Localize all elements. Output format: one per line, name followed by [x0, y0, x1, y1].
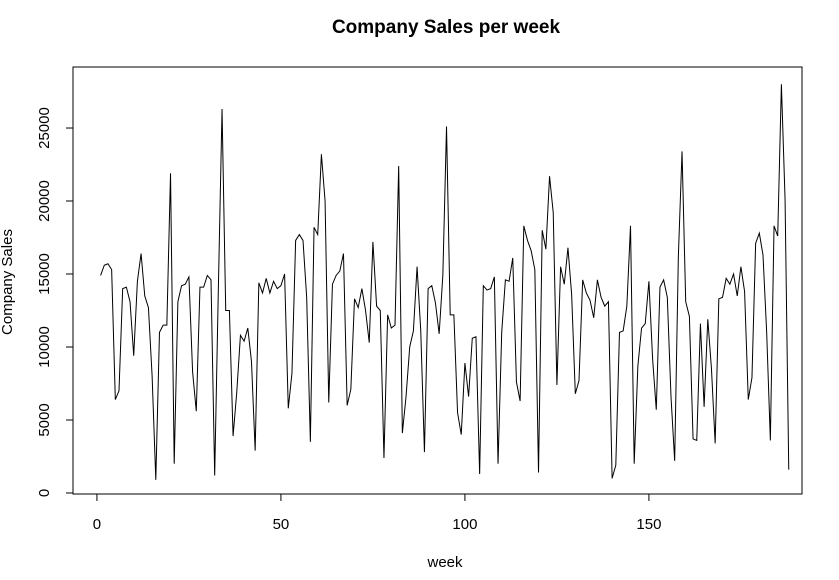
chart-title: Company Sales per week — [332, 17, 561, 38]
y-tick-label: 10000 — [36, 326, 53, 368]
y-axis-label: Company Sales — [0, 229, 16, 335]
y-tick-label: 20000 — [36, 180, 53, 222]
x-axis-label: week — [426, 554, 463, 571]
line-series — [100, 84, 790, 480]
y-tick-label: 5000 — [36, 403, 53, 436]
y-tick-label: 25000 — [36, 107, 53, 149]
y-tick-label: 0 — [36, 489, 53, 497]
x-tick-label: 50 — [273, 516, 290, 533]
x-tick-label: 150 — [636, 516, 661, 533]
x-tick-label: 100 — [452, 516, 477, 533]
x-tick-label: 0 — [93, 516, 101, 533]
y-tick-label: 15000 — [36, 253, 53, 295]
